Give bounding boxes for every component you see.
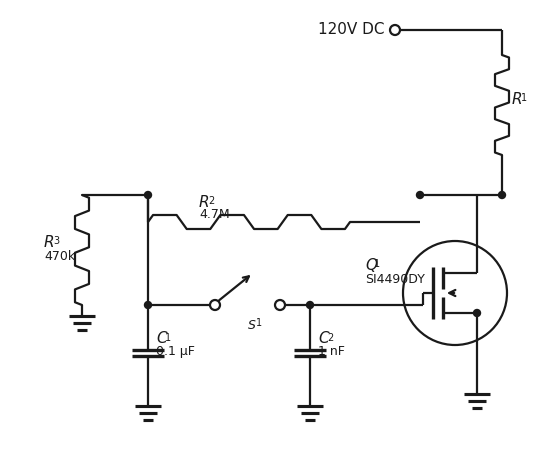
Text: C: C: [156, 331, 167, 346]
Circle shape: [306, 301, 313, 308]
Text: Q: Q: [365, 258, 377, 272]
Text: 2: 2: [327, 332, 333, 343]
Text: 0.1 μF: 0.1 μF: [156, 345, 195, 358]
Text: 120V DC: 120V DC: [318, 23, 385, 37]
Text: 3: 3: [53, 236, 59, 246]
Text: R: R: [44, 235, 54, 249]
Circle shape: [416, 191, 424, 199]
Text: C: C: [318, 331, 329, 346]
Circle shape: [145, 191, 151, 199]
Text: 1: 1: [256, 318, 262, 328]
Circle shape: [145, 301, 151, 308]
Circle shape: [498, 191, 505, 199]
Circle shape: [474, 309, 481, 317]
Text: R: R: [199, 195, 210, 209]
Text: SI4490DY: SI4490DY: [365, 272, 425, 285]
Text: 1: 1: [521, 93, 527, 103]
Text: 1: 1: [374, 259, 380, 269]
Text: 470k: 470k: [44, 249, 75, 262]
Text: 1 nF: 1 nF: [318, 345, 345, 358]
Text: R: R: [512, 91, 522, 106]
Text: 4.7M: 4.7M: [199, 207, 230, 220]
Text: S: S: [248, 319, 255, 331]
Text: 1: 1: [165, 332, 171, 343]
Text: 2: 2: [208, 196, 214, 206]
